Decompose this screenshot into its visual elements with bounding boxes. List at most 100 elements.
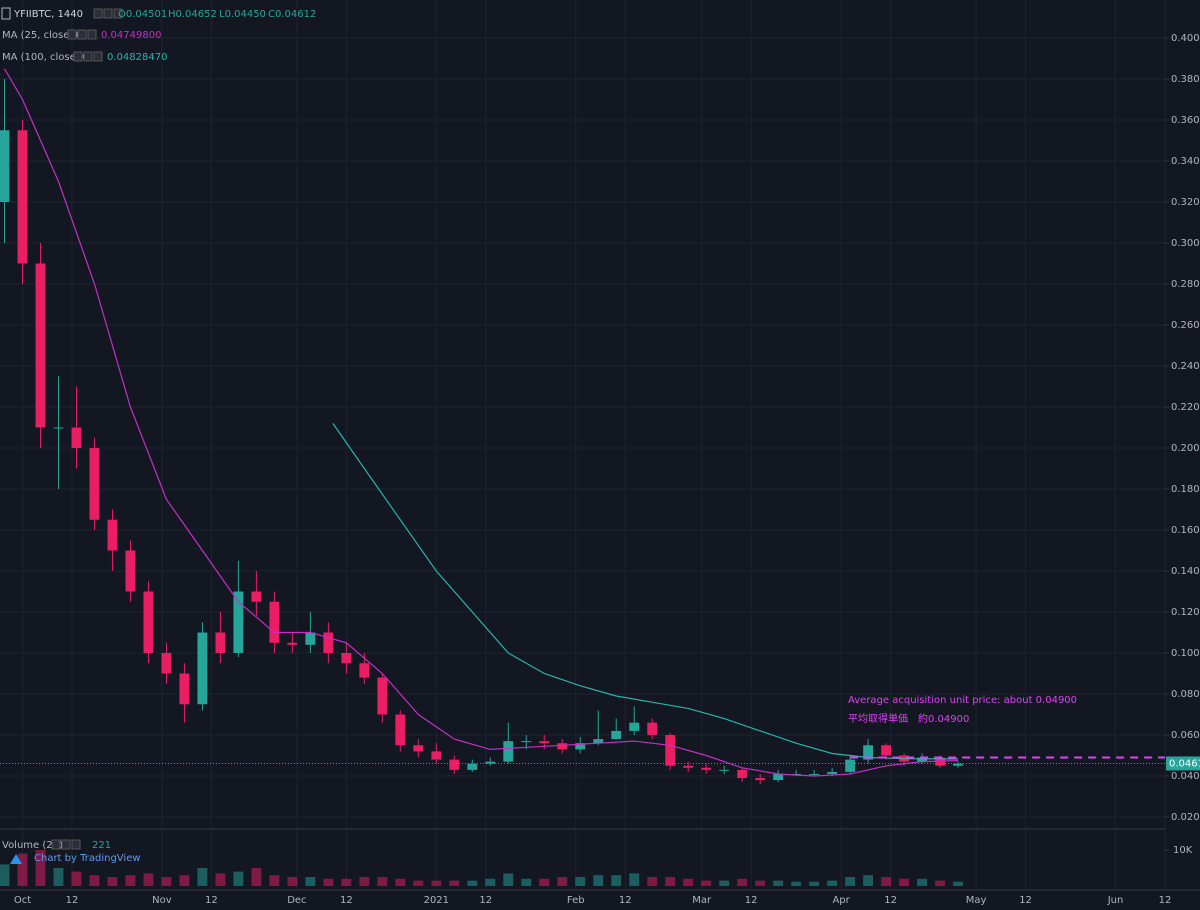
candle-body [809, 773, 820, 775]
x-tick-label: Mar [692, 895, 712, 906]
x-tick-label: Dec [287, 895, 306, 906]
volume-bar [539, 878, 550, 886]
candle-body [557, 743, 568, 750]
volume-bar [305, 877, 316, 886]
collapse-icon [1, 7, 11, 20]
volume-bar [899, 878, 910, 886]
volume-bar [809, 881, 820, 886]
x-tick-label: 12 [340, 895, 353, 906]
candle-body [593, 739, 604, 744]
price-label-bg [1166, 756, 1200, 771]
ma-line [3, 68, 959, 777]
y-tick-label: 0.28000 [1171, 279, 1200, 290]
y-tick-label: 0.20000 [1171, 443, 1200, 454]
volume-bar [773, 880, 784, 886]
candle-body [251, 591, 262, 602]
price-label: 0.04612 [1169, 758, 1200, 769]
candle-body [107, 519, 118, 551]
candle-body [71, 427, 82, 448]
y-tick-label: 0.22000 [1171, 402, 1200, 413]
candle-body [233, 591, 244, 653]
volume-bar [593, 875, 604, 886]
volume-bar [557, 877, 568, 886]
volume-bar [791, 881, 802, 886]
legend-icon [83, 51, 93, 62]
chart-title: YFIIBTC, 1440 [13, 9, 83, 20]
y-tick-label: 0.06000 [1171, 730, 1200, 741]
candle-body [341, 653, 352, 664]
volume-bar [395, 878, 406, 886]
volume-bar [179, 875, 190, 886]
legend-icon [113, 8, 123, 19]
volume-bar [413, 880, 424, 886]
legend-name: MA (25, close, 0) [2, 30, 86, 41]
legend-icon [87, 29, 97, 40]
x-tick-label: 12 [1159, 895, 1172, 906]
volume-bar [503, 873, 514, 886]
volume-bar [647, 877, 658, 886]
volume-bar [863, 875, 874, 886]
candle-body [683, 765, 694, 768]
watermark: Chart by TradingView [34, 853, 141, 864]
volume-bar [287, 877, 298, 886]
x-tick-label: Apr [832, 895, 850, 906]
volume-bar [197, 868, 208, 886]
annotation: Average acquisition unit price: about 0.… [848, 695, 1077, 706]
tradingview-logo [10, 854, 22, 864]
volume-bar [143, 873, 154, 886]
x-tick-label: May [966, 895, 987, 906]
volume-bar [215, 873, 226, 886]
volume-bar [341, 878, 352, 886]
candle-body [305, 632, 316, 645]
volume-bar [233, 871, 244, 886]
candle-body [143, 591, 154, 653]
candle-body [485, 761, 496, 764]
ohlc-value: C0.04612 [268, 9, 316, 20]
x-tick-label: 12 [619, 895, 632, 906]
candle-body [503, 741, 514, 762]
y-tick-label: 0.26000 [1171, 320, 1200, 331]
legend-icon [67, 29, 77, 40]
legend-value: 0.04749800 [101, 30, 161, 41]
legend-icon [103, 8, 113, 19]
candle-body [377, 677, 388, 715]
x-tick-label: 12 [1019, 895, 1032, 906]
volume-bar [269, 875, 280, 886]
volume-bar [827, 880, 838, 886]
volume-bar [719, 880, 730, 886]
legend-value: 0.04828470 [107, 52, 167, 63]
ohlc-value: H0.04652 [168, 9, 217, 20]
candle-body [215, 632, 226, 653]
volume-bar [881, 877, 892, 886]
volume-bar [89, 875, 100, 886]
volume-bar [161, 877, 172, 886]
volume-bar [71, 871, 82, 886]
x-tick-label: 12 [884, 895, 897, 906]
y-tick-label: 0.02000 [1171, 812, 1200, 823]
candle-body [17, 130, 28, 264]
volume-bar [755, 880, 766, 886]
candle-body [35, 263, 46, 428]
volume-bar [377, 877, 388, 886]
y-tick-label: 0.36000 [1171, 115, 1200, 126]
candle-body [575, 743, 586, 750]
candle-body [89, 448, 100, 520]
y-tick-label: 0.32000 [1171, 197, 1200, 208]
candle-body [863, 745, 874, 760]
legend-icon [51, 839, 61, 850]
y-tick-label: 0.14000 [1171, 566, 1200, 577]
candle-body [161, 653, 172, 674]
candle-body [755, 778, 766, 781]
volume-bar [917, 878, 928, 886]
x-tick-label: 12 [745, 895, 758, 906]
volume-bar [449, 880, 460, 886]
y-tick-label: 0.40000 [1171, 33, 1200, 44]
volume-bar [251, 868, 262, 886]
candle-body [521, 741, 532, 743]
ohlc-value: O0.04501 [118, 9, 167, 20]
volume-bar [611, 875, 622, 886]
x-tick-label: 12 [66, 895, 79, 906]
candle-body [323, 632, 334, 653]
